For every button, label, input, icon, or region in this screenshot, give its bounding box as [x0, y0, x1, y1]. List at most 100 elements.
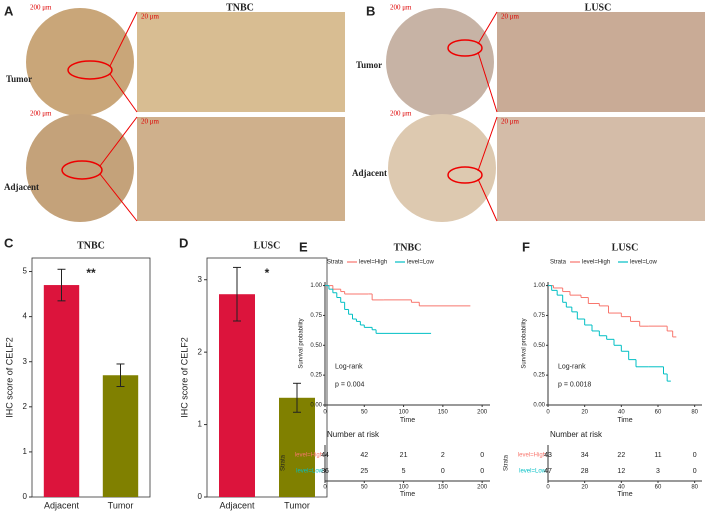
chart-title: TNBC — [394, 242, 422, 253]
bar — [43, 285, 80, 497]
x-tick-label: 0 — [323, 485, 327, 491]
zoom-line — [477, 51, 498, 113]
risk-row-label: level=Low — [296, 469, 324, 475]
y-tick-label: 4 — [23, 312, 28, 321]
zoom-line — [477, 11, 498, 45]
x-tick-label: 100 — [399, 485, 410, 491]
bar — [102, 375, 139, 497]
risk-count: 12 — [617, 468, 625, 475]
bar — [279, 397, 315, 497]
x-tick-label: Tumor — [284, 500, 310, 510]
y-axis-label: Strata — [281, 454, 287, 471]
plot-frame — [31, 257, 151, 498]
scale-bar: 200 μm — [390, 4, 412, 12]
y-tick-label: 5 — [23, 267, 28, 276]
significance: ** — [86, 266, 96, 280]
x-axis-label: Time — [617, 491, 632, 498]
x-tick-label: 20 — [581, 410, 588, 416]
risk-count: 0 — [480, 468, 484, 475]
y-tick-label: 2 — [23, 402, 28, 411]
risk-count: 21 — [400, 452, 408, 459]
risk-count: 0 — [693, 452, 697, 459]
tissue-core — [388, 114, 496, 222]
y-tick-label: 0.25 — [310, 373, 322, 379]
y-axis-label: Survival probability — [522, 318, 528, 368]
legend-title: Strata — [327, 260, 344, 266]
y-tick-label: 1 — [198, 420, 203, 429]
scale-bar: 20 μm — [501, 118, 520, 126]
legend-label: level=High — [582, 260, 610, 266]
scale-bar: 200 μm — [30, 4, 52, 12]
panel-b: B LUSC Tumor Adjacent 200 μm 20 μm 200 μ… — [352, 2, 705, 222]
x-tick-label: 60 — [655, 410, 662, 416]
zoom-line — [109, 73, 138, 113]
y-tick-label: 1.00 — [310, 283, 322, 289]
risk-count: 44 — [321, 452, 329, 459]
row-label: Tumor — [356, 60, 382, 70]
x-axis-label: Time — [617, 417, 632, 424]
y-tick-label: 0.00 — [533, 403, 545, 409]
y-tick-label: 1.00 — [533, 283, 545, 289]
y-tick-label: 0.75 — [310, 313, 322, 319]
risk-title: Number at risk — [550, 430, 603, 439]
x-tick-label: 100 — [399, 410, 410, 416]
bar — [219, 294, 255, 497]
x-tick-label: 80 — [691, 410, 698, 416]
x-tick-label: 80 — [691, 485, 698, 491]
y-tick-label: 0.50 — [310, 343, 322, 349]
panel-letter: D — [179, 235, 188, 250]
risk-count: 3 — [656, 468, 660, 475]
chart-title: LUSC — [612, 242, 639, 253]
roi — [67, 60, 113, 80]
panel-title: TNBC — [226, 2, 254, 13]
y-tick-label: 3 — [198, 275, 203, 284]
chart-title: LUSC — [254, 240, 281, 251]
panel-letter: E — [299, 239, 308, 254]
roi — [61, 160, 103, 180]
zoom-image — [497, 12, 705, 112]
x-tick-label: 40 — [618, 485, 625, 491]
x-tick-label: 200 — [477, 485, 488, 491]
x-tick-label: 150 — [438, 485, 449, 491]
y-axis-label: Strata — [504, 454, 510, 471]
x-tick-label: Adjacent — [219, 500, 255, 510]
x-tick-label: 0 — [546, 410, 550, 416]
scale-bar: 200 μm — [390, 110, 412, 118]
y-tick-label: 0.75 — [533, 313, 545, 319]
x-tick-label: 60 — [655, 485, 662, 491]
x-tick-label: 0 — [323, 410, 327, 416]
scale-bar: 20 μm — [141, 118, 160, 126]
zoom-image — [497, 117, 705, 221]
zoom-line — [99, 116, 138, 167]
y-tick-label: 0.50 — [533, 343, 545, 349]
zoom-image — [137, 12, 345, 112]
y-tick-label: 0.00 — [310, 403, 322, 409]
x-tick-label: 0 — [546, 485, 550, 491]
risk-count: 34 — [581, 452, 589, 459]
x-axis-label: Time — [400, 417, 415, 424]
x-axis-label: Time — [400, 491, 415, 498]
panel-letter: A — [4, 3, 14, 18]
y-tick-label: 0 — [23, 492, 28, 501]
legend-label: level=Low — [630, 260, 658, 266]
y-tick-label: 2 — [198, 347, 203, 356]
risk-row-label: level=High — [295, 453, 323, 459]
x-tick-label: Adjacent — [44, 500, 80, 510]
chart-title: TNBC — [77, 240, 105, 251]
risk-count: 5 — [402, 468, 406, 475]
roi — [447, 39, 483, 57]
roi — [447, 166, 483, 184]
annotation: Log-rank — [558, 364, 586, 371]
risk-count: 0 — [693, 468, 697, 475]
panel-title: LUSC — [585, 2, 612, 13]
x-tick-label: 50 — [361, 410, 368, 416]
tissue-core — [26, 114, 134, 222]
risk-title: Number at risk — [327, 430, 380, 439]
scale-bar: 200 μm — [30, 110, 52, 118]
risk-count: 43 — [544, 452, 552, 459]
zoom-line — [477, 178, 498, 222]
y-axis-label: IHC score of CELF2 — [4, 337, 14, 418]
zoom-line — [99, 173, 138, 222]
y-tick-label: 3 — [23, 357, 28, 366]
